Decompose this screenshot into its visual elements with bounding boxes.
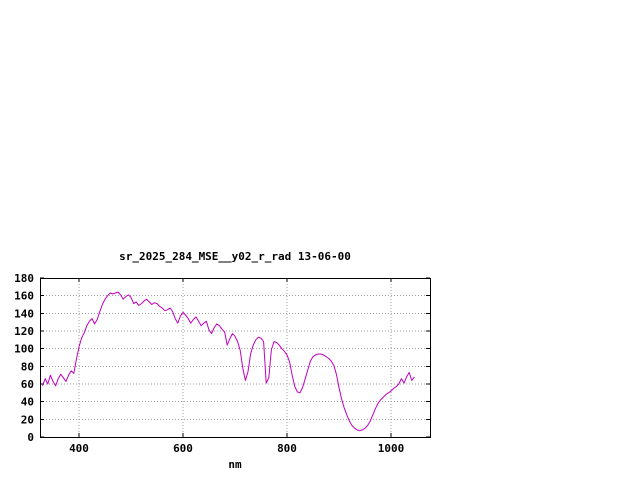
y-tick-label: 80 [21,360,34,373]
x-tick-label: 400 [69,442,89,455]
y-tick-label: 0 [27,431,34,444]
x-tick-label: 600 [173,442,193,455]
chart-title: sr_2025_284_MSE__y02_r_rad 13-06-00 [119,250,351,263]
y-tick-label: 180 [14,272,34,285]
x-tick-label: 800 [277,442,297,455]
y-tick-label: 100 [14,343,34,356]
y-tick-label: 40 [21,396,34,409]
y-tick-label: 20 [21,413,34,426]
y-tick-label: 120 [14,325,34,338]
y-tick-label: 140 [14,307,34,320]
y-tick-label: 60 [21,378,34,391]
x-tick-label: 1000 [378,442,405,455]
plot-border [40,278,431,438]
y-tick-label: 160 [14,290,34,303]
x-axis-label: nm [228,458,242,471]
spectral-curve [42,291,415,432]
